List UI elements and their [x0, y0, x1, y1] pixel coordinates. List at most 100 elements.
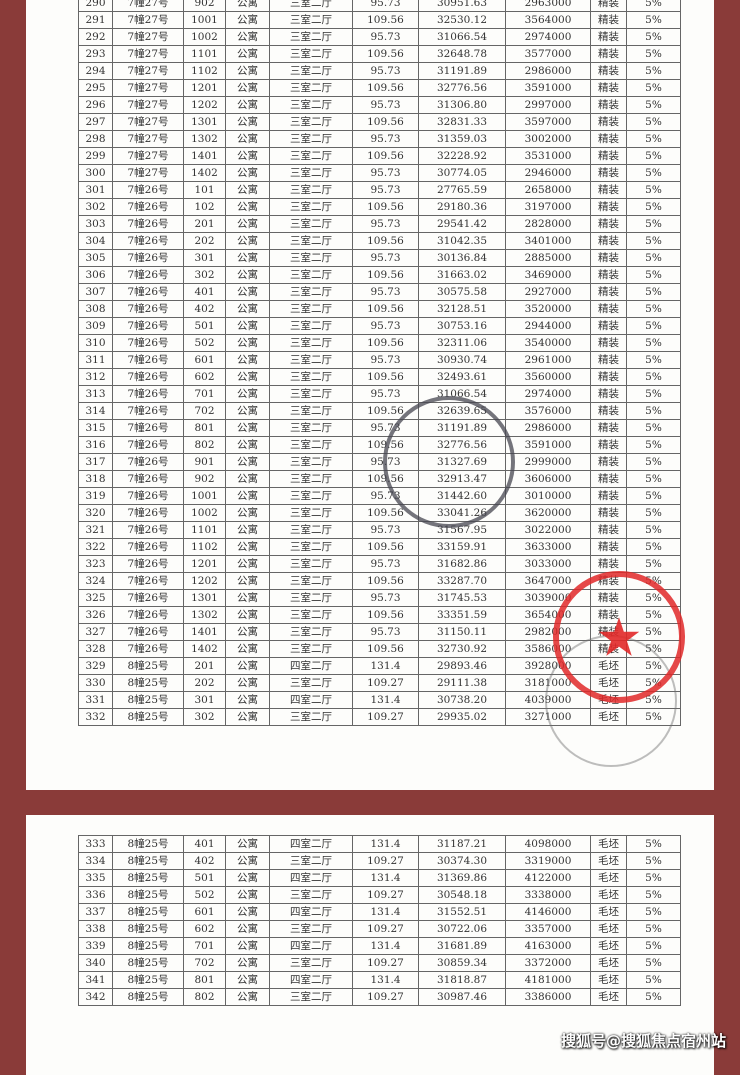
total-price-cell: 2986000	[505, 419, 591, 437]
total-price-cell: 2946000	[505, 164, 591, 182]
property-type-cell: 公寓	[225, 283, 270, 301]
unit-price-cell: 30930.74	[418, 351, 506, 369]
area-cell: 131.4	[352, 691, 419, 709]
building-cell: 7幢26号	[112, 453, 184, 471]
total-price-cell: 3564000	[505, 11, 591, 29]
area-cell: 109.56	[352, 640, 419, 658]
row-number-cell: 323	[78, 555, 113, 573]
table-row: 323 7幢26号 1201 公寓 三室二厅 95.73 31682.86 3033000 精装…	[78, 555, 681, 573]
finish-cell: 精装	[590, 96, 627, 114]
area-cell: 95.73	[352, 249, 419, 267]
rate-cell: 5%	[626, 385, 681, 403]
layout-cell: 三室二厅	[269, 988, 353, 1006]
building-cell: 7幢26号	[112, 181, 184, 199]
layout-cell: 三室二厅	[269, 419, 353, 437]
rate-cell: 5%	[626, 487, 681, 505]
total-price-cell: 3022000	[505, 521, 591, 539]
row-number-cell: 340	[78, 954, 113, 972]
property-type-cell: 公寓	[225, 988, 270, 1006]
building-cell: 7幢26号	[112, 334, 184, 352]
rate-cell: 5%	[626, 351, 681, 369]
unit-price-cell: 31042.35	[418, 232, 506, 250]
unit-price-cell: 33351.59	[418, 606, 506, 624]
area-cell: 131.4	[352, 869, 419, 887]
area-cell: 95.73	[352, 317, 419, 335]
table-row: 293 7幢27号 1101 公寓 三室二厅 109.56 32648.78 3577000 精…	[78, 45, 681, 63]
property-type-cell: 公寓	[225, 249, 270, 267]
unit-cell: 1302	[183, 606, 226, 624]
property-type-cell: 公寓	[225, 453, 270, 471]
area-cell: 95.73	[352, 453, 419, 471]
area-cell: 95.73	[352, 0, 419, 12]
unit-price-cell: 32228.92	[418, 147, 506, 165]
unit-cell: 401	[183, 283, 226, 301]
table-row: 322 7幢26号 1102 公寓 三室二厅 109.56 33159.91 3633000 精…	[78, 538, 681, 556]
table-row: 315 7幢26号 801 公寓 三室二厅 95.73 31191.89 2986000 精装 5…	[78, 419, 681, 437]
rate-cell: 5%	[626, 470, 681, 488]
unit-cell: 202	[183, 674, 226, 692]
row-number-cell: 335	[78, 869, 113, 887]
area-cell: 131.4	[352, 903, 419, 921]
unit-price-cell: 31066.54	[418, 28, 506, 46]
rate-cell: 5%	[626, 920, 681, 938]
property-type-cell: 公寓	[225, 470, 270, 488]
finish-cell: 毛坯	[590, 835, 627, 853]
property-type-cell: 公寓	[225, 164, 270, 182]
row-number-cell: 305	[78, 249, 113, 267]
layout-cell: 三室二厅	[269, 402, 353, 420]
price-table-page-1: 290 7幢27号 902 公寓 三室二厅 95.73 30951.63 2963000 精装 5…	[78, 0, 681, 726]
unit-cell: 801	[183, 419, 226, 437]
property-type-cell: 公寓	[225, 852, 270, 870]
finish-cell: 毛坯	[590, 691, 627, 709]
rate-cell: 5%	[626, 317, 681, 335]
finish-cell: 精装	[590, 606, 627, 624]
total-price-cell: 2999000	[505, 453, 591, 471]
unit-price-cell: 31306.80	[418, 96, 506, 114]
total-price-cell: 3401000	[505, 232, 591, 250]
rate-cell: 5%	[626, 869, 681, 887]
property-type-cell: 公寓	[225, 674, 270, 692]
row-number-cell: 299	[78, 147, 113, 165]
table-row: 318 7幢26号 902 公寓 三室二厅 109.56 32913.47 3606000 精装…	[78, 470, 681, 488]
total-price-cell: 3586000	[505, 640, 591, 658]
row-number-cell: 318	[78, 470, 113, 488]
row-number-cell: 301	[78, 181, 113, 199]
unit-cell: 601	[183, 903, 226, 921]
layout-cell: 三室二厅	[269, 623, 353, 641]
unit-cell: 1102	[183, 62, 226, 80]
building-cell: 8幢25号	[112, 657, 184, 675]
building-cell: 8幢25号	[112, 886, 184, 904]
unit-price-cell: 30753.16	[418, 317, 506, 335]
area-cell: 95.73	[352, 62, 419, 80]
row-number-cell: 338	[78, 920, 113, 938]
rate-cell: 5%	[626, 11, 681, 29]
area-cell: 109.27	[352, 920, 419, 938]
finish-cell: 精装	[590, 572, 627, 590]
layout-cell: 三室二厅	[269, 640, 353, 658]
rate-cell: 5%	[626, 79, 681, 97]
row-number-cell: 290	[78, 0, 113, 12]
row-number-cell: 304	[78, 232, 113, 250]
unit-price-cell: 32648.78	[418, 45, 506, 63]
row-number-cell: 294	[78, 62, 113, 80]
rate-cell: 5%	[626, 657, 681, 675]
property-type-cell: 公寓	[225, 198, 270, 216]
layout-cell: 三室二厅	[269, 589, 353, 607]
property-type-cell: 公寓	[225, 903, 270, 921]
unit-price-cell: 30774.05	[418, 164, 506, 182]
finish-cell: 毛坯	[590, 971, 627, 989]
area-cell: 109.56	[352, 334, 419, 352]
area-cell: 131.4	[352, 657, 419, 675]
row-number-cell: 309	[78, 317, 113, 335]
finish-cell: 精装	[590, 521, 627, 539]
property-type-cell: 公寓	[225, 96, 270, 114]
table-row: 333 8幢25号 401 公寓 四室二厅 131.4 31187.21 4098000 毛坯 5…	[78, 835, 681, 853]
row-number-cell: 326	[78, 606, 113, 624]
table-row: 312 7幢26号 602 公寓 三室二厅 109.56 32493.61 3560000 精装…	[78, 368, 681, 386]
rate-cell: 5%	[626, 113, 681, 131]
table-row: 291 7幢27号 1001 公寓 三室二厅 109.56 32530.12 3564000 精…	[78, 11, 681, 29]
rate-cell: 5%	[626, 572, 681, 590]
unit-price-cell: 31150.11	[418, 623, 506, 641]
finish-cell: 精装	[590, 249, 627, 267]
table-row: 298 7幢27号 1302 公寓 三室二厅 95.73 31359.03 3002000 精装…	[78, 130, 681, 148]
